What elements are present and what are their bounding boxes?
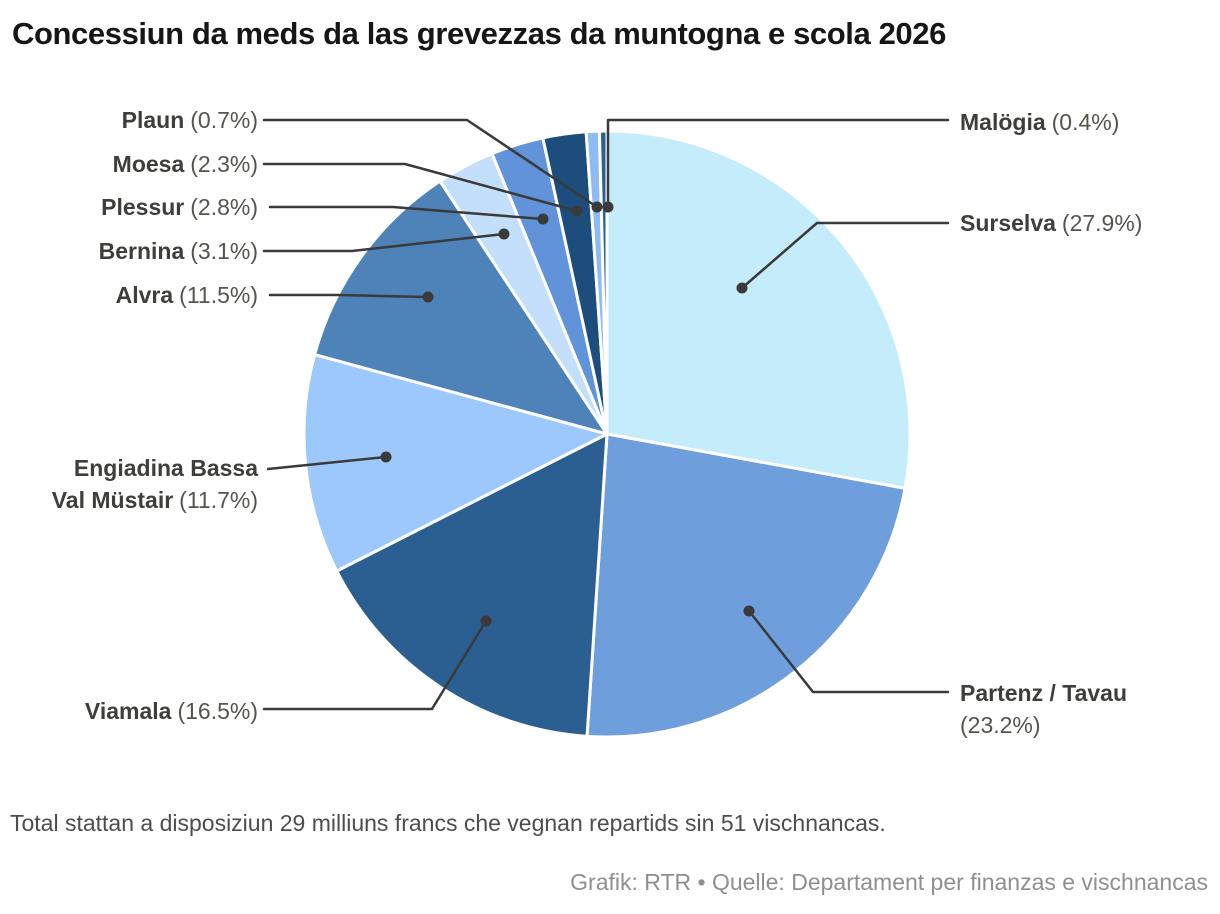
slice-pct-surselva: (27.9%) [1061, 210, 1143, 236]
chart-note: Total stattan a disposiziun 29 milliuns … [10, 810, 886, 836]
page-title: Concessiun da meds da las grevezzas da m… [12, 16, 946, 51]
slice-label-viamala: Viamala [84, 698, 172, 724]
slice-pct-viamala: (16.5%) [177, 698, 258, 724]
slice-pct-plaun: (0.7%) [190, 107, 258, 133]
callout-moesa: Moesa (2.3%) [113, 148, 258, 180]
slice-label-alvra: Alvra [115, 282, 174, 308]
slice-pct-moesa: (2.3%) [190, 151, 258, 177]
connector-line-partenz-tavau [747, 609, 950, 694]
slice-label-moesa: Moesa [112, 151, 185, 177]
callout-viamala: Viamala (16.5%) [85, 695, 258, 727]
slice-label-engiadina-line1: Engiadina Bassa [73, 455, 258, 481]
slice-label-partenz: Partenz / Tavau [960, 680, 1128, 706]
callout-plaun: Plaun (0.7%) [122, 104, 258, 136]
slice-label-surselva: Surselva [960, 210, 1056, 236]
connector-line-alvra [268, 293, 430, 299]
slice-pct-bernina: (3.1%) [190, 238, 258, 264]
slice-pct-plessur: (2.8%) [190, 194, 258, 220]
pie-slice-viamala [335, 432, 609, 738]
connector-dot-surselva [736, 282, 748, 294]
slice-label-engiadina-line2: Val Müstair [51, 487, 174, 513]
connector-line-bernina [262, 232, 506, 253]
connector-dot-partenz-tavau [743, 605, 755, 617]
slice-label-bernina: Bernina [98, 238, 185, 264]
connector-dot-moesa [571, 205, 583, 217]
slice-pct-malogia: (0.4%) [1051, 109, 1120, 135]
connector-dot-mal-gia [602, 201, 614, 213]
connector-dot-bernina [498, 228, 510, 240]
pie-slice-surselva [605, 129, 912, 490]
chart-credit: Grafik: RTR • Quelle: Departament per fi… [570, 869, 1208, 895]
callout-surselva: Surselva (27.9%) [960, 207, 1142, 239]
connector-line-plessur [268, 205, 545, 221]
callout-malogia: Malögia (0.4%) [960, 106, 1119, 138]
connector-dot-alvra [422, 291, 434, 303]
connector-line-plaun [262, 118, 599, 209]
slice-label-plessur: Plessur [101, 194, 185, 220]
callout-partenz: Partenz / Tavau (23.2%) [960, 677, 1127, 741]
connector-dot-plaun [591, 201, 603, 213]
connector-line-surselva [740, 221, 950, 290]
slice-label-malogia: Malögia [960, 109, 1046, 135]
slice-pct-alvra: (11.5%) [179, 282, 258, 308]
slice-label-plaun: Plaun [121, 107, 185, 133]
pie-slice-partenz-tavau [585, 432, 907, 739]
slice-pct-engiadina: (11.7%) [179, 487, 258, 513]
slice-pct-partenz: (23.2%) [960, 712, 1041, 738]
connector-line-moesa [262, 162, 579, 213]
connector-line-engiadina-bassa-val-m-stair [266, 455, 388, 471]
callout-plessur: Plessur (2.8%) [101, 191, 258, 223]
connector-dot-engiadina-bassa-val-m-stair [380, 451, 392, 463]
connector-line-viamala [262, 619, 488, 711]
connector-dot-viamala [480, 615, 492, 627]
callout-engiadina: Engiadina Bassa Val Müstair (11.7%) [52, 452, 258, 516]
connector-dot-plessur [537, 213, 549, 225]
callout-bernina: Bernina (3.1%) [99, 235, 258, 267]
callout-alvra: Alvra (11.5%) [116, 279, 258, 311]
connector-line-mal-gia [606, 118, 950, 209]
pie-slice-alvra [313, 179, 609, 436]
